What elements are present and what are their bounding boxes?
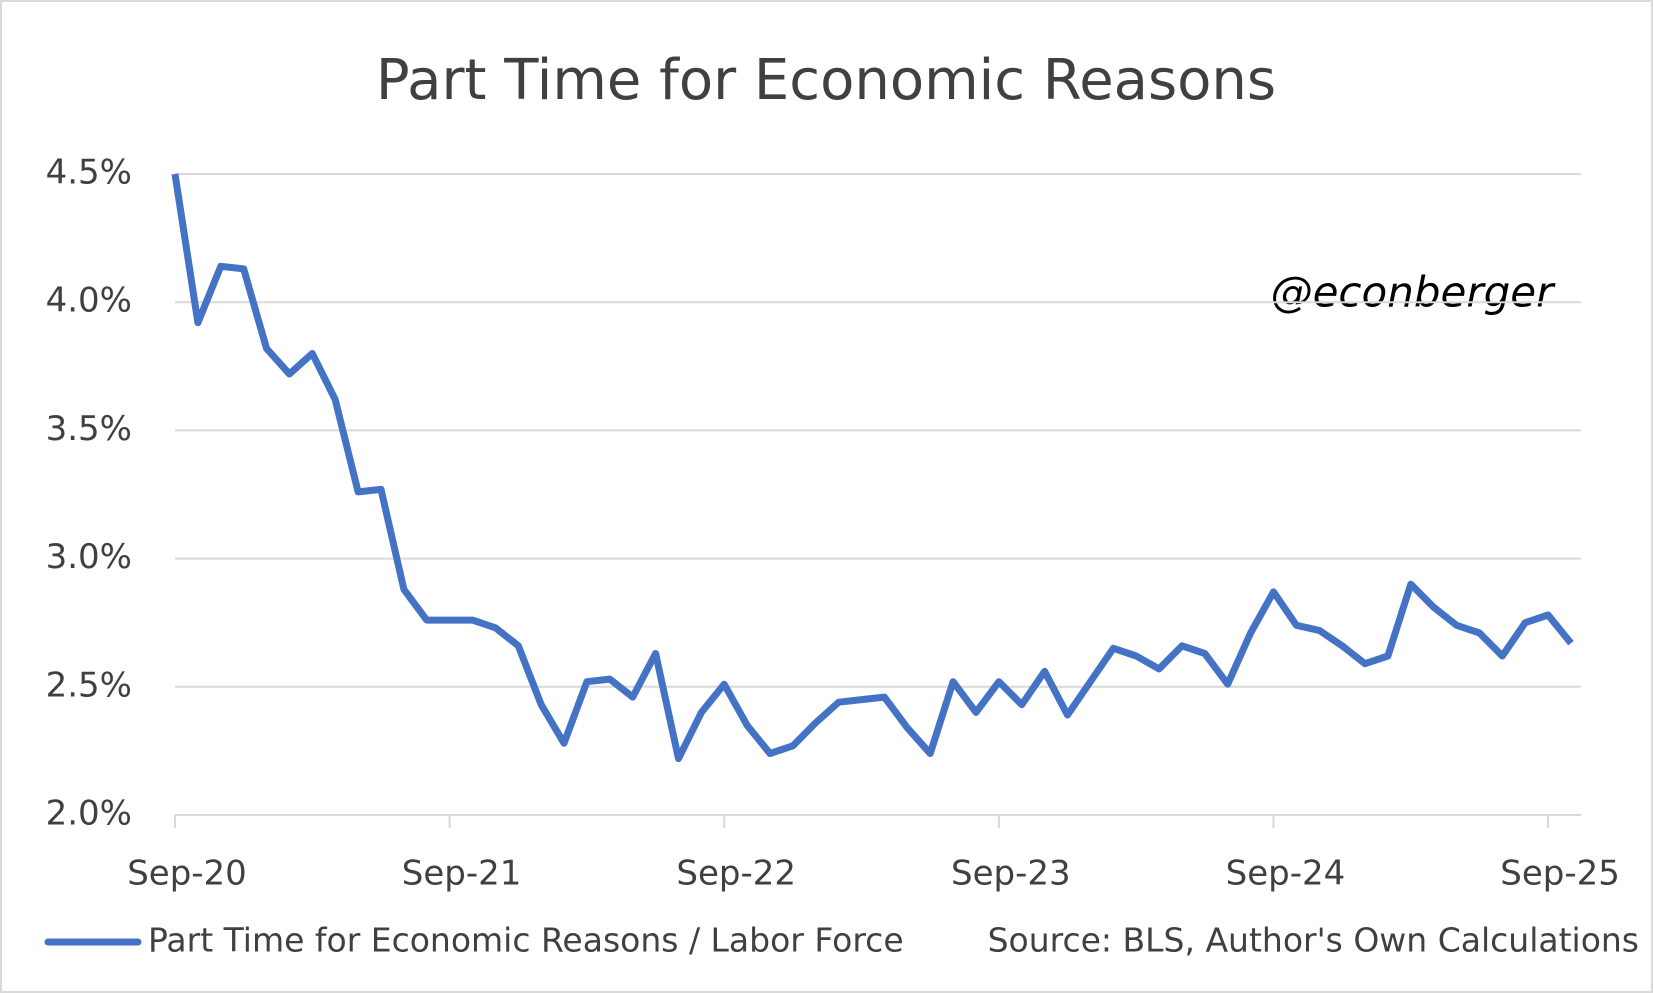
legend-label: Part Time for Economic Reasons / Labor F… bbox=[148, 921, 904, 960]
x-tick-label: Sep-21 bbox=[402, 854, 522, 894]
y-tick-label: 2.5% bbox=[46, 665, 132, 705]
chart-title: Part Time for Economic Reasons bbox=[376, 48, 1276, 113]
watermark: @econberger bbox=[1271, 268, 1557, 317]
x-tick-label: Sep-22 bbox=[676, 854, 796, 894]
y-tick-label: 3.5% bbox=[46, 409, 132, 449]
x-tick-label: Sep-24 bbox=[1226, 854, 1346, 894]
source-note: Source: BLS, Author's Own Calculations bbox=[988, 921, 1639, 960]
x-tick-label: Sep-25 bbox=[1500, 854, 1620, 894]
data-line bbox=[171, 173, 1574, 763]
y-tick-label: 4.0% bbox=[46, 281, 132, 321]
y-tick-label: 4.5% bbox=[46, 153, 132, 193]
y-tick-label: 2.0% bbox=[46, 794, 132, 834]
x-tick-label: Sep-23 bbox=[951, 854, 1071, 894]
x-tick-label: Sep-20 bbox=[127, 854, 247, 894]
y-tick-label: 3.0% bbox=[46, 537, 132, 577]
